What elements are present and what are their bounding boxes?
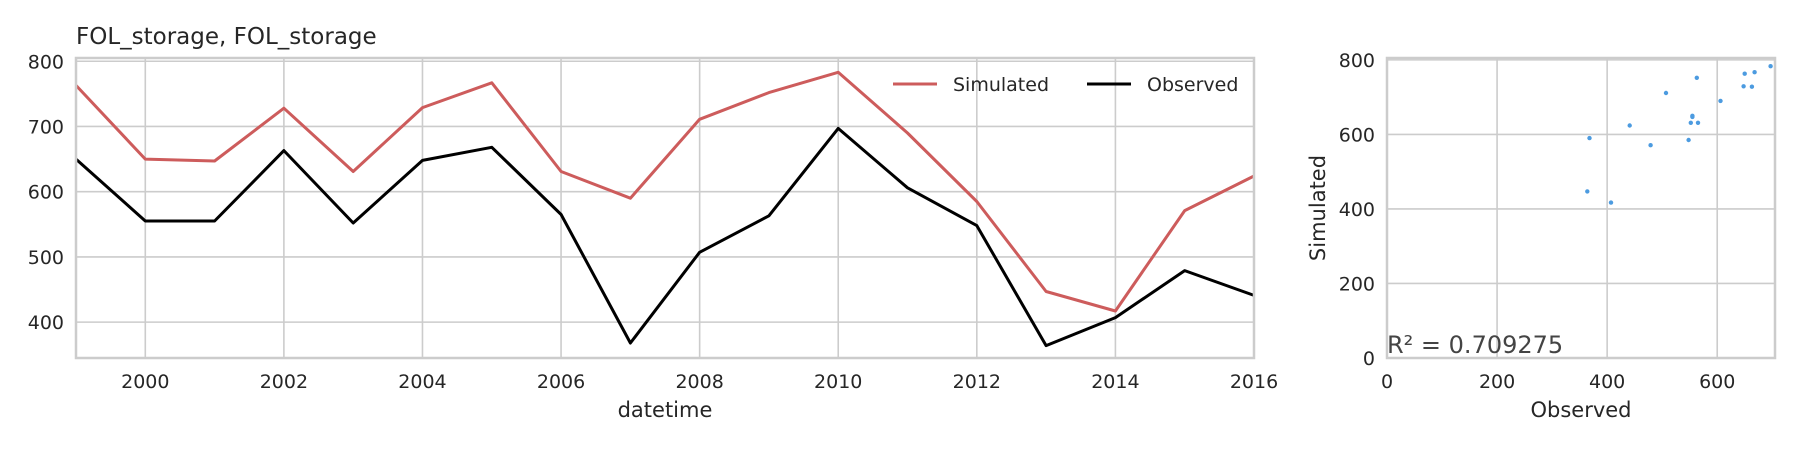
scatter-point bbox=[1694, 75, 1700, 81]
scatter-y-tick-label: 0 bbox=[1363, 348, 1375, 370]
y-tick-label: 600 bbox=[28, 182, 64, 204]
scatter-point bbox=[1749, 84, 1755, 89]
x-tick-label: 2004 bbox=[398, 371, 446, 393]
series-line-observed bbox=[75, 126, 1255, 348]
x-tick-label: 2002 bbox=[260, 371, 308, 393]
scatter-y-tick-label: 200 bbox=[1339, 273, 1375, 295]
legend: Simulated Observed bbox=[893, 74, 1238, 96]
scatter-points bbox=[1585, 63, 1773, 205]
scatter-x-axis-label: Observed bbox=[1530, 398, 1631, 422]
chart-title: FOL_storage, FOL_storage bbox=[76, 24, 377, 50]
scatter-point bbox=[1752, 70, 1757, 75]
x-tick-label: 2012 bbox=[953, 371, 1001, 393]
y-tick-label: 500 bbox=[28, 247, 64, 269]
x-tick-label: 2008 bbox=[675, 371, 723, 393]
scatter-point bbox=[1608, 200, 1614, 205]
scatter-y-tick-label: 600 bbox=[1339, 124, 1375, 146]
y-tick-label: 700 bbox=[28, 116, 64, 138]
scatter-point bbox=[1587, 135, 1592, 141]
r-squared-annotation: R² = 0.709275 bbox=[1387, 331, 1563, 359]
scatter-y-axis-label: Simulated bbox=[1306, 155, 1330, 261]
scatter-x-tick-label: 200 bbox=[1479, 371, 1515, 393]
scatter-point bbox=[1686, 137, 1691, 143]
scatter-x-ticks: 0 200 400 600 bbox=[1381, 371, 1735, 393]
scatter-point bbox=[1585, 189, 1590, 194]
scatter-panel: 0 200 400 600 0 200 400 600 800 Observed Simula… bbox=[1306, 50, 1777, 422]
x-axis-label: datetime bbox=[618, 398, 713, 422]
legend-label-observed: Observed bbox=[1147, 74, 1238, 96]
timeseries-panel: 2000 2002 2004 2006 2008 2010 2012 2014 2016 400… bbox=[28, 24, 1278, 422]
x-tick-label: 2016 bbox=[1230, 371, 1278, 393]
x-tick-label: 2010 bbox=[814, 371, 862, 393]
scatter-point bbox=[1768, 63, 1773, 69]
x-tick-label: 2000 bbox=[121, 371, 169, 393]
scatter-point bbox=[1688, 120, 1694, 126]
x-tick-label: 2006 bbox=[537, 371, 585, 393]
timeseries-frame bbox=[74, 56, 1256, 360]
scatter-y-tick-label: 400 bbox=[1339, 199, 1375, 221]
scatter-point bbox=[1695, 120, 1701, 126]
y-tick-label: 400 bbox=[28, 312, 64, 334]
timeseries-lines bbox=[74, 70, 1255, 348]
timeseries-x-ticks: 2000 2002 2004 2006 2008 2010 2012 2014 2016 bbox=[121, 371, 1278, 393]
scatter-point bbox=[1690, 114, 1695, 120]
scatter-frame bbox=[1385, 56, 1777, 360]
scatter-x-tick-label: 600 bbox=[1699, 371, 1735, 393]
legend-label-simulated: Simulated bbox=[953, 74, 1049, 96]
scatter-grid bbox=[1386, 58, 1775, 359]
scatter-x-tick-label: 0 bbox=[1381, 371, 1393, 393]
scatter-point bbox=[1648, 143, 1653, 148]
scatter-y-ticks: 0 200 400 600 800 bbox=[1339, 50, 1375, 370]
x-tick-label: 2014 bbox=[1091, 371, 1139, 393]
series-line-simulated bbox=[74, 70, 1255, 313]
scatter-y-tick-label: 800 bbox=[1339, 50, 1375, 72]
scatter-point bbox=[1663, 90, 1669, 96]
scatter-point bbox=[1742, 71, 1747, 76]
scatter-point bbox=[1741, 84, 1746, 89]
timeseries-grid bbox=[76, 58, 1255, 358]
scatter-x-tick-label: 400 bbox=[1589, 371, 1625, 393]
scatter-point bbox=[1718, 98, 1723, 104]
timeseries-y-ticks: 400 500 600 700 800 bbox=[28, 51, 64, 334]
scatter-point bbox=[1627, 123, 1632, 128]
y-tick-label: 800 bbox=[28, 51, 64, 73]
